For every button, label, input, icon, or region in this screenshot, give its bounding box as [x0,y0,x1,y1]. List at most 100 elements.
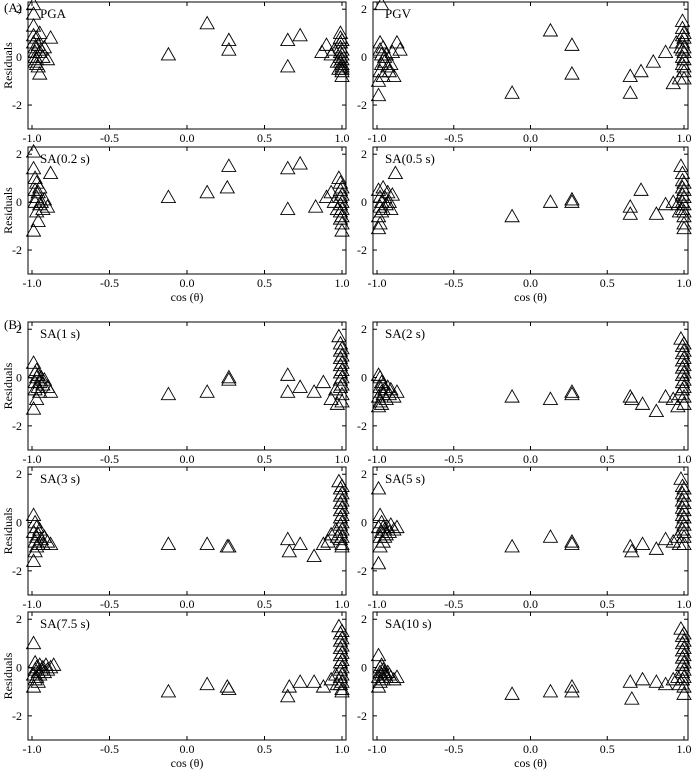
y-tick-label: 0 [361,195,367,209]
data-point [334,623,350,638]
data-point [564,65,580,80]
data-point [39,662,56,676]
panel-title: SA(0.2 s) [40,151,90,166]
data-point [25,222,42,237]
data-point [676,58,692,73]
y-tick-label: 0 [16,195,22,209]
scatter-panel: -1.0 -0.5 0.0 0.5 1.0 -2 0 2 SA(7.5 s) Residuals c… [1,611,350,770]
data-point [31,384,48,398]
data-point [35,201,51,216]
data-point [334,201,350,216]
data-point [323,671,339,686]
data-point [622,198,639,213]
panel-title: SA(5 s) [385,471,425,486]
x-tick-label: -1.0 [368,742,387,756]
data-point [370,87,387,102]
data-point [372,674,388,688]
data-point [372,507,388,522]
data-point [39,198,56,213]
data-point [279,160,296,175]
data-point [564,194,580,208]
x-tick-label: 1.0 [335,597,350,611]
data-point [42,30,59,44]
data-point [42,659,59,674]
data-point [665,671,682,686]
data-point [504,686,520,700]
x-tick-label: -0.5 [444,131,463,145]
data-point [334,659,350,674]
scatter-panel: -1.0 -0.5 0.0 0.5 1.0 -2 0 2 SA(10 s) cos (θ) [357,611,692,770]
y-tick-label: 0 [361,661,367,675]
data-point [221,538,237,553]
data-point [326,42,343,56]
data-point [281,543,298,558]
data-point [370,555,387,570]
panel-title: SA(0.5 s) [385,151,435,166]
x-tick-label: -1.0 [23,131,42,145]
data-point [292,536,308,550]
data-point [622,538,639,553]
y-tick-label: 2 [16,467,22,481]
data-point [31,374,48,389]
data-point [334,652,350,667]
data-point [622,68,639,82]
data-point [381,386,398,401]
data-point [370,398,387,413]
data-point [676,625,692,640]
data-point [372,215,388,230]
data-point [334,63,350,78]
data-point [199,15,215,30]
data-point [332,175,349,189]
data-point [375,376,391,391]
data-point [676,343,692,357]
x-tick-label: -0.5 [444,276,463,290]
data-point [676,480,692,495]
data-point [28,669,45,683]
plot-frame [27,611,347,741]
data-point [334,485,350,500]
x-tick-label: -0.5 [100,742,119,756]
data-point [334,666,350,681]
data-point [372,198,388,213]
data-point [334,347,350,362]
data-point [676,662,692,676]
x-tick-label: 1.0 [335,742,350,756]
data-point [323,526,339,541]
data-point [219,678,236,693]
scatter-panel: -1.0 -0.5 0.0 0.5 1.0 -2 0 2 SA(3 s) Residuals [1,466,350,611]
data-point [673,158,689,172]
y-tick-label: 2 [361,612,367,626]
data-point [279,531,296,546]
data-point [160,46,177,61]
x-tick-label: -0.5 [100,276,119,290]
y-tick-label: -2 [357,709,367,723]
data-point [331,170,347,184]
data-point [542,22,559,37]
data-point [370,480,387,495]
data-point [334,194,350,208]
data-point [27,654,43,669]
x-tick-label: 1.0 [335,452,350,466]
y-tick-label: 2 [16,612,22,626]
data-point [676,536,692,550]
data-point [370,220,387,235]
data-point [370,678,387,693]
data-point [31,65,48,80]
data-point [389,384,405,398]
data-point [306,384,322,398]
y-tick-label: 2 [16,322,22,336]
data-point [334,507,350,522]
data-point [334,538,350,553]
data-point [634,536,651,550]
data-point [657,531,674,546]
section-label-b: (B) [4,317,22,332]
data-point [31,25,48,39]
data-point [334,362,350,377]
data-point [564,37,580,51]
data-point [28,519,45,534]
y-axis-label: Residuals [1,362,15,409]
data-point [648,403,665,418]
data-point [25,160,42,175]
x-tick-label: -1.0 [23,597,42,611]
plot-frame [27,466,347,596]
